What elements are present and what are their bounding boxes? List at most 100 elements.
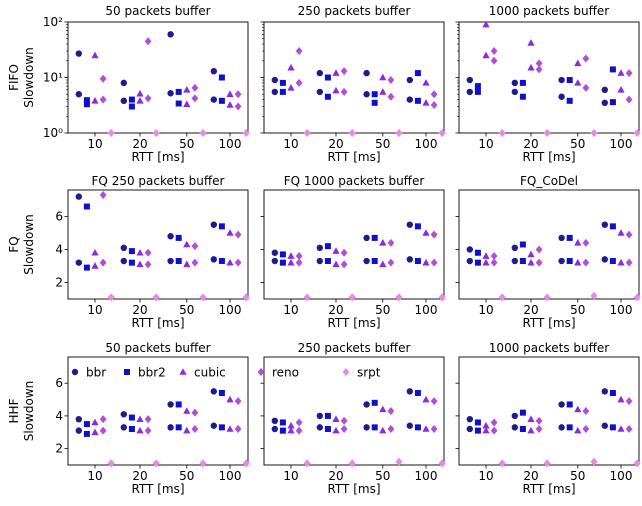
x-tick-label: 10 (283, 469, 298, 483)
data-point-reno (144, 415, 152, 424)
data-point-srpt (498, 293, 506, 302)
data-point-bbr (466, 425, 473, 433)
data-point-srpt (395, 457, 403, 466)
x-tick-label: 100 (415, 137, 438, 151)
data-point-reno (234, 102, 242, 111)
x-tick-label: 50 (570, 303, 585, 317)
data-point-bbr2 (566, 401, 573, 408)
x-axis-label: RTT [ms] (131, 316, 184, 330)
data-point-cubic (527, 39, 535, 46)
legend-label-reno: reno (272, 366, 299, 380)
data-point-bbr2 (128, 259, 135, 266)
data-point-bbr (466, 88, 473, 96)
data-point-bbr (120, 257, 128, 265)
data-point-bbr (601, 221, 608, 228)
data-point-bbr (167, 90, 174, 97)
data-point-reno (144, 248, 152, 257)
data-point-reno (430, 258, 438, 267)
data-point-bbr2 (474, 259, 481, 266)
data-point-reno (582, 238, 590, 247)
x-tick-label: 50 (179, 303, 194, 317)
data-point-cubic (332, 415, 340, 422)
data-point-cubic (136, 260, 144, 268)
data-point-reno (144, 37, 152, 46)
data-point-reno (340, 248, 348, 257)
data-point-bbr (558, 93, 565, 100)
data-point-bbr2 (83, 203, 90, 210)
data-point-bbr (601, 86, 608, 94)
data-point-cubic (379, 426, 387, 434)
data-point-bbr2 (474, 419, 481, 426)
x-axis-label: RTT [ms] (131, 150, 184, 164)
data-point-bbr2 (519, 409, 526, 416)
data-point-bbr2 (128, 414, 135, 421)
data-point-bbr (210, 96, 217, 103)
data-point-cubic (226, 229, 234, 236)
data-point-bbr2 (279, 427, 286, 434)
data-point-srpt (395, 129, 403, 137)
data-point-cubic (617, 86, 625, 93)
data-point-srpt (152, 459, 160, 468)
data-point-bbr2 (414, 424, 421, 431)
data-point-reno (191, 408, 199, 417)
data-point-bbr2 (83, 264, 90, 271)
data-point-srpt (395, 293, 403, 302)
data-point-srpt (242, 459, 250, 468)
data-point-cubic (379, 260, 387, 268)
data-point-bbr (363, 257, 370, 265)
data-point-reno (191, 258, 199, 267)
x-tick-label: 100 (219, 137, 242, 151)
data-point-bbr (511, 88, 518, 96)
data-point-srpt (590, 291, 598, 300)
data-point-cubic (226, 425, 234, 432)
data-point-cubic (527, 250, 535, 258)
data-point-bbr (167, 257, 174, 265)
data-point-reno (295, 258, 303, 267)
data-point-bbr2 (414, 97, 421, 104)
data-point-reno (387, 258, 395, 267)
data-point-reno (582, 407, 590, 415)
data-point-reno (582, 54, 590, 63)
data-point-cubic (183, 86, 191, 93)
x-tick-label: 50 (570, 469, 585, 483)
data-point-srpt (303, 459, 311, 468)
data-point-cubic (183, 407, 191, 414)
data-point-srpt (498, 459, 506, 468)
x-tick-label: 20 (132, 303, 147, 317)
data-point-bbr2 (324, 426, 331, 432)
x-tick-label: 100 (219, 469, 242, 483)
y-axis-label: Slowdown (22, 47, 36, 108)
x-axis-label: RTT [ms] (522, 316, 575, 330)
data-point-cubic (332, 260, 340, 268)
data-point-cubic (482, 421, 490, 429)
data-point-bbr2 (175, 401, 182, 408)
data-point-bbr (466, 257, 473, 265)
data-point-bbr2 (371, 99, 378, 106)
data-point-cubic (136, 426, 144, 434)
data-point-bbr (316, 69, 323, 77)
data-point-reno (625, 397, 633, 406)
data-point-bbr2 (279, 79, 286, 86)
data-point-bbr (511, 257, 518, 265)
x-tick-label: 10 (283, 137, 298, 151)
data-point-bbr (167, 31, 174, 38)
data-point-bbr (271, 249, 278, 256)
x-axis-label: RTT [ms] (131, 482, 184, 496)
data-point-bbr2 (566, 424, 573, 431)
x-axis-label: RTT [ms] (327, 316, 380, 330)
data-point-reno (191, 242, 199, 251)
data-point-bbr2 (371, 258, 378, 265)
data-point-reno (535, 258, 543, 267)
data-point-bbr2 (128, 426, 135, 432)
x-tick-label: 50 (375, 303, 390, 317)
data-point-reno (490, 252, 498, 261)
row-label: HHF (7, 398, 21, 423)
data-point-bbr (167, 401, 174, 408)
data-point-reno (234, 258, 242, 267)
data-point-bbr2 (175, 88, 182, 95)
panel-title: 50 packets buffer (105, 341, 210, 355)
data-point-reno (430, 100, 438, 109)
data-point-cubic (226, 101, 234, 108)
y-tick-label: 4 (55, 409, 63, 423)
